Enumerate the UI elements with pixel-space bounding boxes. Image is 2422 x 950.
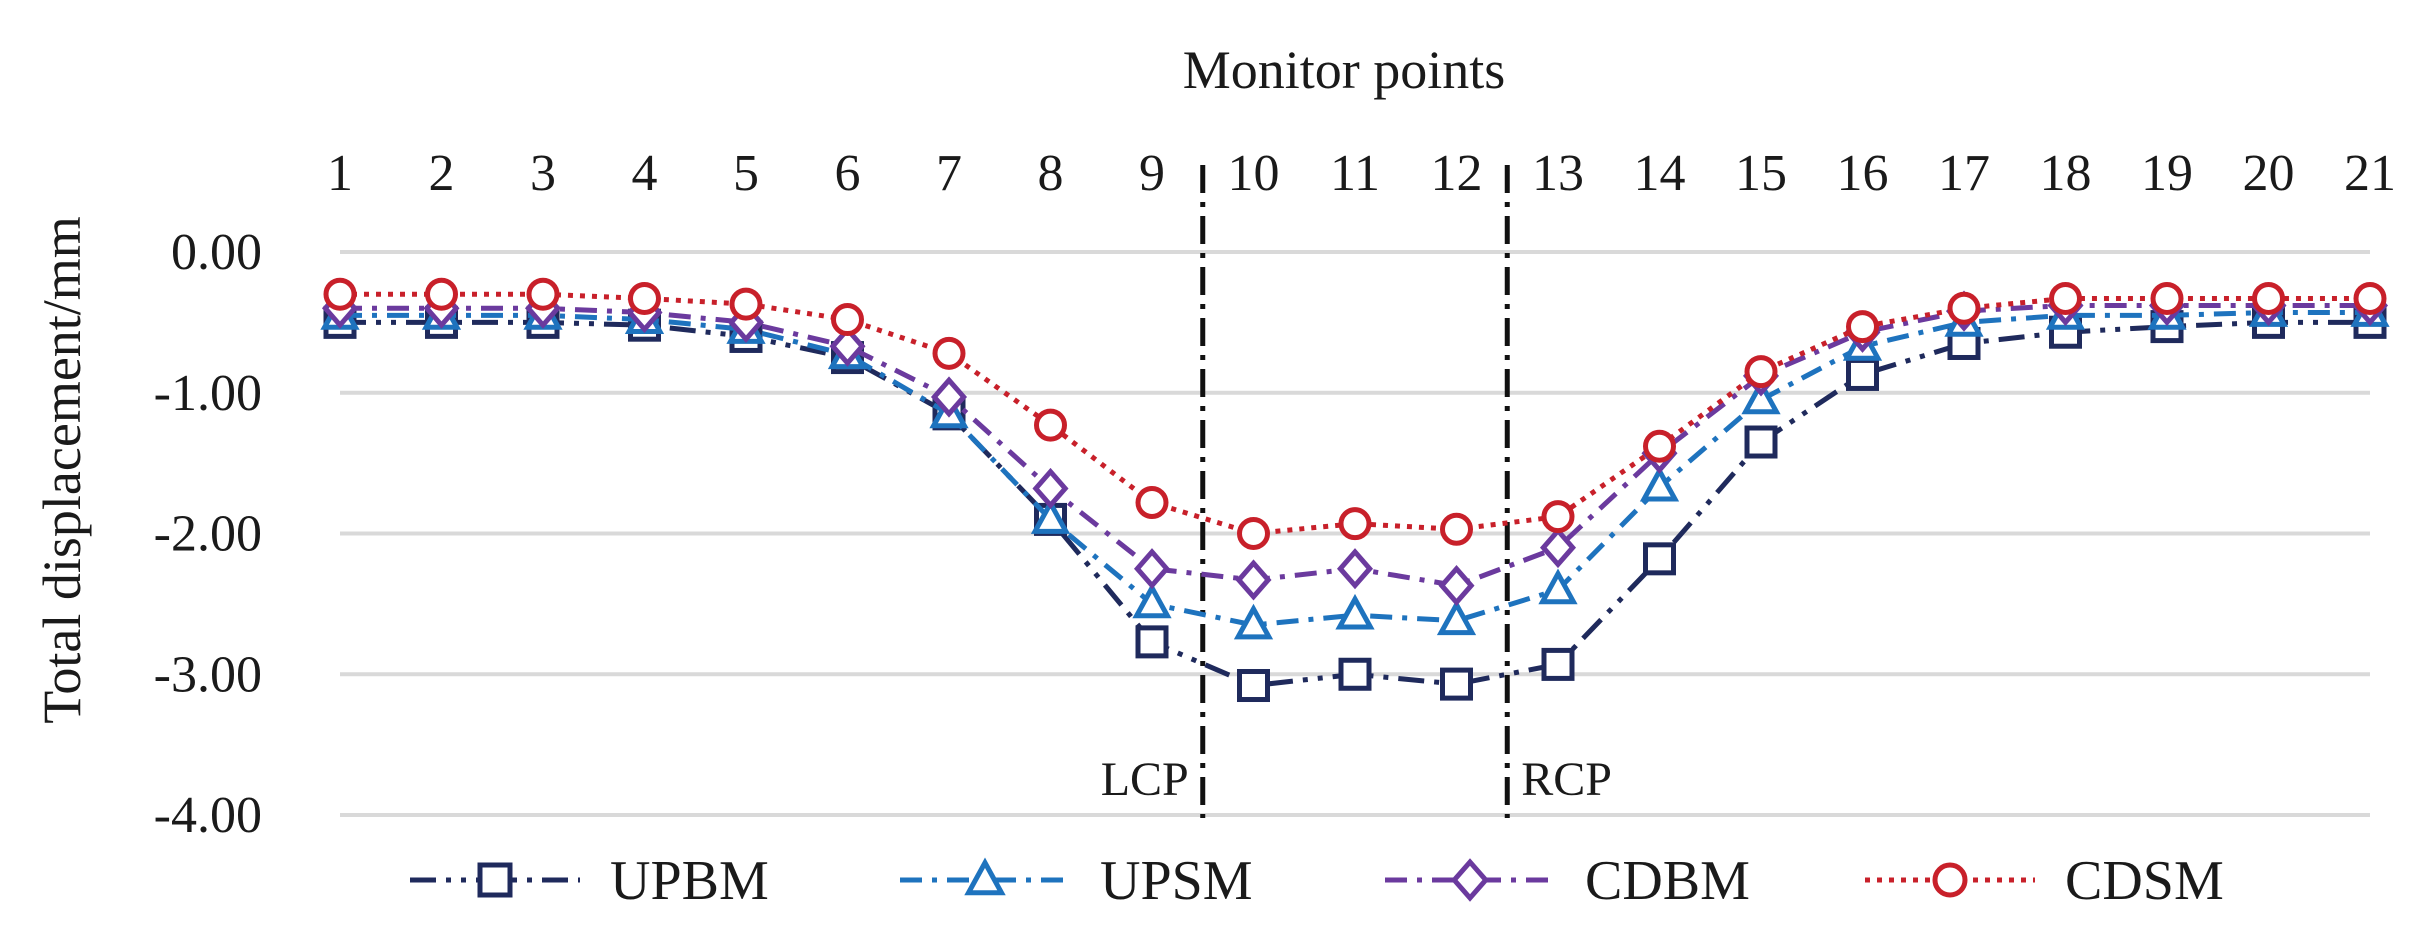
series-line (340, 310, 2370, 628)
data-point (2049, 281, 2082, 315)
data-point (1237, 517, 1270, 550)
x-tick-label: 8 (1038, 145, 1064, 202)
legend-item-cdsm: CDSM (1865, 850, 2224, 912)
x-axis-title: Monitor points (1183, 40, 1506, 100)
data-point (1032, 467, 1069, 510)
legend-label: UPSM (1100, 850, 1253, 912)
x-tick-label: 20 (2243, 145, 2295, 202)
y-tick-labels: 0.00 -1.00 -2.00 -3.00 -4.00 (154, 224, 262, 844)
data-point (1336, 548, 1374, 590)
data-point (1541, 647, 1575, 681)
x-tick-label: 15 (1735, 145, 1787, 202)
x-tick-labels: 1 2 3 4 5 6 7 8 9 10 11 12 13 14 15 16 17 18 19 20 21 (327, 145, 2396, 202)
data-point (425, 277, 458, 311)
y-tick-label: -1.00 (154, 365, 262, 422)
x-tick-label: 3 (530, 145, 556, 202)
data-point (1436, 599, 1477, 636)
x-tick-label: 4 (632, 145, 658, 202)
legend-item-cdbm: CDBM (1385, 850, 1750, 912)
x-tick-label: 6 (835, 145, 861, 202)
y-tick-label: -4.00 (154, 787, 262, 844)
x-tick-label: 17 (1938, 145, 1990, 202)
x-tick-label: 7 (936, 145, 962, 202)
x-tick-label: 2 (429, 145, 455, 202)
legend-item-upbm: UPBM (410, 850, 769, 912)
reference-line-label: LCP (1101, 753, 1189, 806)
data-point (1440, 667, 1473, 701)
data-point (1438, 564, 1475, 607)
data-point (1538, 568, 1578, 605)
x-tick-label: 5 (733, 145, 759, 202)
data-point (1541, 500, 1575, 534)
series-cdsm (323, 277, 2387, 550)
triangle-marker (964, 857, 1006, 896)
x-tick-label: 12 (1431, 145, 1483, 202)
data-point (1639, 465, 1680, 502)
x-tick-label: 14 (1634, 145, 1686, 202)
data-point (831, 303, 864, 337)
y-tick-label: -2.00 (154, 506, 262, 563)
data-point (1947, 291, 1981, 325)
data-point (1744, 355, 1778, 389)
data-point (1030, 498, 1071, 534)
x-tick-label: 9 (1139, 145, 1165, 202)
x-tick-label: 10 (1228, 145, 1280, 202)
series-upbm (323, 305, 2387, 703)
y-tick-label: 0.00 (171, 224, 262, 281)
data-point (1237, 669, 1270, 703)
data-point (729, 287, 763, 321)
x-tick-label: 18 (2040, 145, 2092, 202)
legend-label: CDSM (2065, 850, 2224, 912)
data-point (1338, 657, 1372, 691)
legend-item-upsm: UPSM (900, 850, 1253, 912)
legend: UPBM UPSM CDBM CDSM (410, 850, 2224, 912)
x-tick-label: 19 (2141, 145, 2193, 202)
legend-label: CDBM (1585, 850, 1750, 912)
data-point (1744, 425, 1778, 459)
data-point (829, 325, 866, 367)
data-point (1539, 526, 1577, 569)
x-tick-label: 11 (1330, 145, 1380, 202)
data-point (2353, 281, 2387, 315)
data-point (1034, 408, 1067, 442)
data-point (1235, 559, 1272, 601)
data-point (2252, 281, 2285, 315)
data-point (930, 376, 968, 418)
data-point (1132, 582, 1172, 619)
square-marker (477, 862, 513, 898)
series-group (320, 277, 2390, 703)
data-point (1233, 603, 1274, 640)
legend-label: UPBM (610, 850, 769, 912)
data-point (1846, 357, 1879, 391)
series-line (340, 291, 2370, 536)
x-tick-label: 16 (1837, 145, 1889, 202)
data-point (1846, 310, 1879, 344)
data-point (1741, 378, 1781, 415)
series-line (340, 319, 2370, 689)
y-tick-label: -3.00 (154, 646, 262, 703)
diamond-marker (1450, 858, 1490, 902)
data-point (1335, 593, 1375, 630)
data-point (1133, 548, 1171, 590)
data-point (1643, 429, 1676, 463)
data-point (932, 336, 966, 370)
data-point (1135, 486, 1169, 520)
reference-lines: LCP RCP (1101, 165, 1612, 818)
x-tick-label: 13 (1532, 145, 1584, 202)
data-point (2150, 281, 2184, 315)
data-point (1440, 512, 1473, 546)
data-point (1135, 625, 1169, 659)
data-point (526, 277, 560, 311)
circle-marker (1932, 862, 1968, 898)
x-tick-label: 1 (327, 145, 353, 202)
reference-line-label: RCP (1521, 753, 1612, 806)
y-axis-title: Total displacement/mm (32, 216, 92, 724)
data-point (628, 281, 661, 315)
data-point (323, 277, 357, 311)
data-point (1643, 542, 1676, 576)
x-tick-label: 21 (2344, 145, 2396, 202)
data-point (1338, 507, 1372, 541)
